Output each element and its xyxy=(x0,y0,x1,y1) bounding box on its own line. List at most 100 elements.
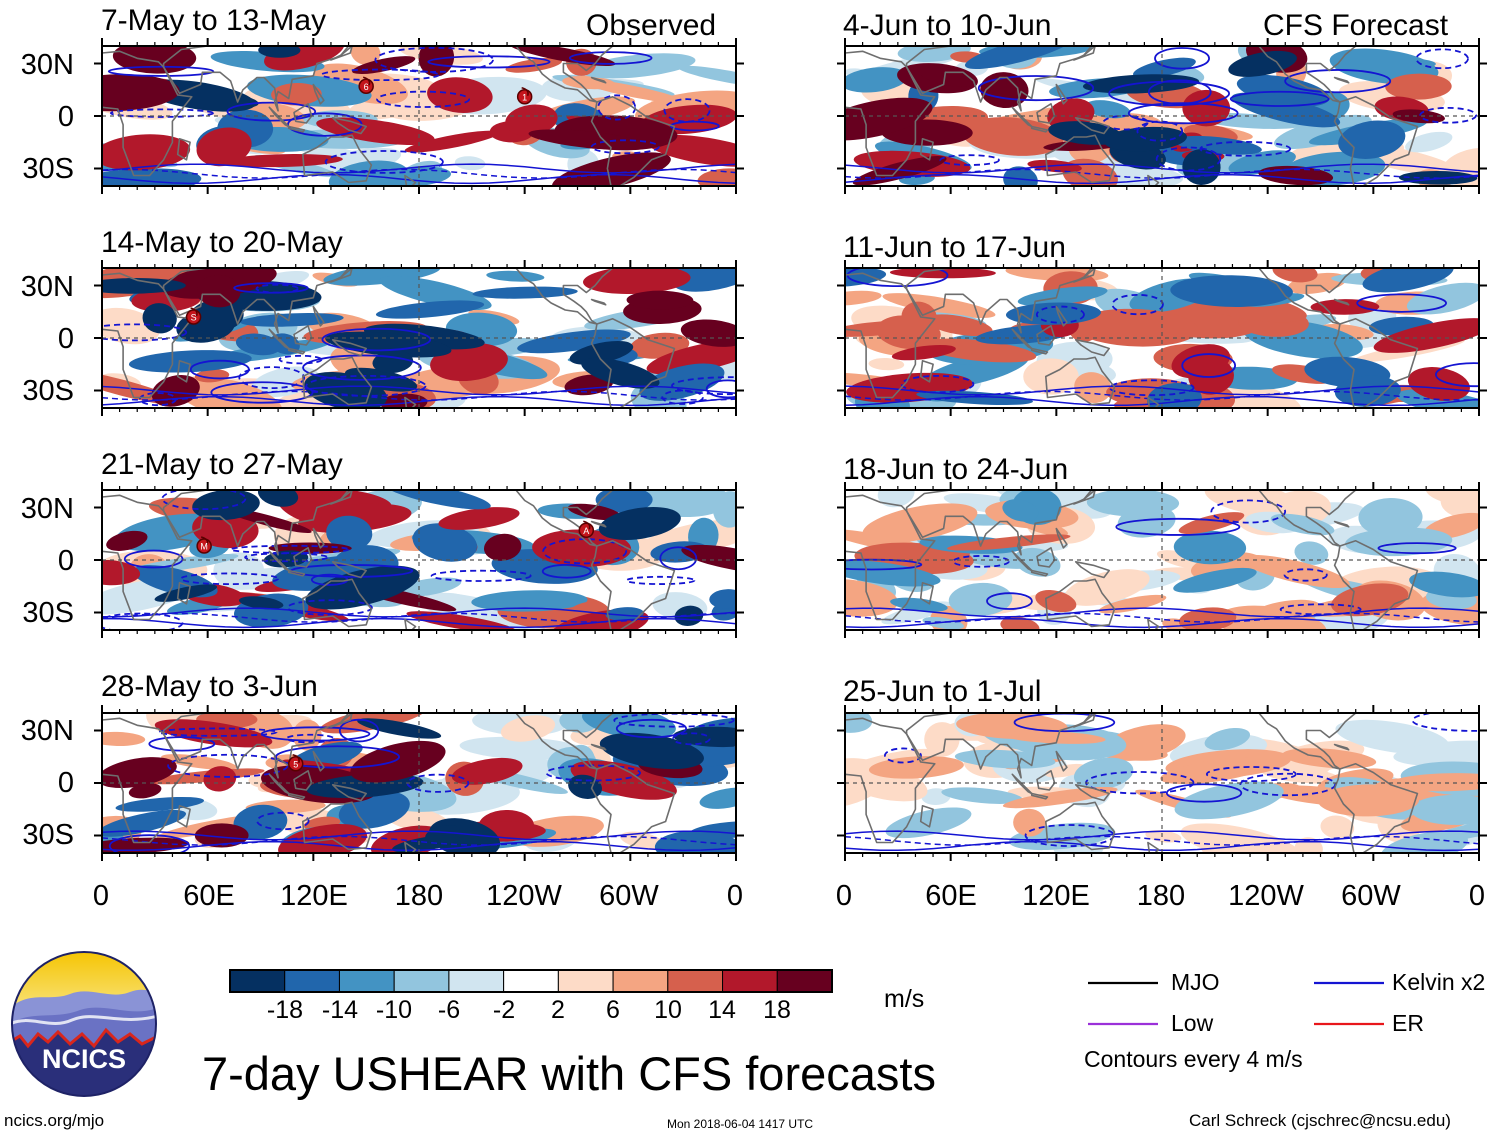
x-tick-label: 120E xyxy=(280,880,348,912)
kelvin-contour xyxy=(1239,772,1337,797)
kelvin-contour xyxy=(845,830,1479,841)
kelvin-contour xyxy=(286,599,373,616)
kelvin-contour xyxy=(1210,499,1287,524)
x-tick-label: 120E xyxy=(1022,880,1090,912)
storm-marker: 6 xyxy=(358,76,374,94)
kelvin-contour xyxy=(157,727,278,737)
panel-title: 28-May to 3-Jun xyxy=(101,670,318,703)
shear-cell xyxy=(1000,616,1040,630)
shear-cell xyxy=(257,490,299,507)
coastline xyxy=(176,581,191,605)
shear-cell xyxy=(569,340,634,365)
x-tick-label: 120W xyxy=(1228,880,1304,912)
storm-arm xyxy=(521,87,529,96)
panel-title: 14-May to 20-May xyxy=(101,226,343,259)
legend-label-mjo: MJO xyxy=(1171,969,1220,995)
shear-cell xyxy=(1171,344,1230,379)
shear-cell xyxy=(418,46,455,77)
shear-cell xyxy=(471,590,588,612)
colorbar-segment xyxy=(393,969,450,993)
coastline xyxy=(1333,520,1350,528)
shear-cell xyxy=(1407,367,1470,401)
coastline xyxy=(331,117,368,135)
coastline xyxy=(1147,396,1160,408)
x-tick-label: 180 xyxy=(1136,880,1186,912)
coastline xyxy=(1333,539,1419,630)
y-tick-label: 30S xyxy=(22,153,74,185)
shear-cell xyxy=(646,339,736,375)
shear-cell xyxy=(868,358,905,371)
panel-title: 7-May to 13-May xyxy=(101,4,327,37)
coastline xyxy=(1333,298,1350,306)
kelvin-contour xyxy=(324,150,444,174)
coastline xyxy=(162,46,350,112)
coastline xyxy=(404,841,417,853)
shear-cell xyxy=(128,350,252,373)
y-tick-label: 0 xyxy=(57,101,74,133)
kelvin-contour xyxy=(1136,120,1184,142)
y-tick-label: 30S xyxy=(22,597,74,629)
kelvin-contour xyxy=(977,75,1095,102)
kelvin-contour xyxy=(590,139,660,155)
map-panel: 61 xyxy=(94,38,744,194)
kelvin-contour xyxy=(1411,713,1479,732)
shear-cell xyxy=(920,338,1037,363)
x-tick-label: 0 xyxy=(92,880,110,912)
shear-cell xyxy=(106,530,148,551)
y-tick-label: 30S xyxy=(22,375,74,407)
colorbar-tick-label: -14 xyxy=(321,996,359,1024)
shear-cell xyxy=(194,823,249,848)
shear-cell xyxy=(639,363,725,401)
shear-cell xyxy=(1294,541,1329,565)
shear-cell xyxy=(102,134,191,171)
coastline xyxy=(1036,546,1056,568)
shear-cell xyxy=(845,290,882,306)
shear-cell xyxy=(1073,757,1134,790)
shear-cell xyxy=(102,278,186,294)
shear-cell xyxy=(964,46,1076,70)
shear-cell xyxy=(1086,490,1180,517)
storm-label: M xyxy=(200,542,208,552)
kelvin-contour xyxy=(179,572,280,586)
shear-cell xyxy=(1133,57,1196,79)
coastline xyxy=(905,490,1093,556)
y-tick-label: 30N xyxy=(20,493,74,525)
panel-title: 11-Jun to 17-Jun xyxy=(843,231,1066,264)
storm-arm xyxy=(362,76,371,86)
coastline xyxy=(590,539,676,630)
kelvin-contour xyxy=(1356,293,1447,313)
shear-cell xyxy=(505,104,558,136)
coastline xyxy=(330,490,353,505)
shear-cell xyxy=(305,565,420,610)
storm-label: 6 xyxy=(364,82,369,92)
site-link[interactable]: ncics.org/mjo xyxy=(4,1111,105,1130)
shear-cell xyxy=(922,616,965,630)
shear-cell xyxy=(161,754,237,770)
shear-cell xyxy=(1170,275,1293,307)
colorbar-tick-label: 18 xyxy=(763,996,791,1024)
shear-cell xyxy=(1013,808,1046,837)
coastline xyxy=(1074,338,1110,357)
coastline xyxy=(301,801,373,851)
coastline xyxy=(1147,174,1160,186)
kelvin-contour xyxy=(1111,293,1164,316)
coastline xyxy=(1036,769,1056,791)
shear-cell xyxy=(1320,815,1355,840)
kelvin-contour xyxy=(1108,379,1195,397)
coastline xyxy=(268,550,290,572)
kelvin-contour xyxy=(541,563,592,579)
shear-cell xyxy=(316,117,435,145)
shear-cell xyxy=(102,559,141,586)
coastline xyxy=(1073,268,1096,283)
shear-cell xyxy=(885,807,972,839)
shear-cell xyxy=(213,552,265,589)
kelvin-contour xyxy=(1415,48,1469,70)
kelvin-contour xyxy=(108,834,191,853)
shear-cell xyxy=(1380,831,1469,853)
shear-cell xyxy=(1385,73,1452,100)
forecast-header: CFS Forecast xyxy=(1263,9,1449,42)
coastline xyxy=(1030,569,1049,577)
kelvin-contour xyxy=(226,101,317,122)
shear-cell xyxy=(598,506,681,540)
coastline xyxy=(301,356,373,406)
